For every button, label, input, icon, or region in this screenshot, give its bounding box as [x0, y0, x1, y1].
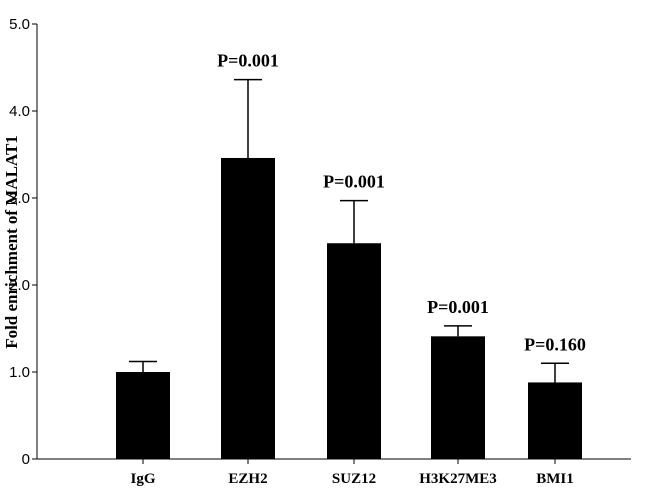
- y-tick-label: 5.0: [9, 16, 30, 33]
- bar-ezh2: [221, 157, 275, 460]
- bar-suz12: [327, 243, 381, 459]
- p-value-label-ezh2: P=0.001: [217, 51, 279, 71]
- bar-bmi1: [528, 382, 582, 459]
- x-tick-labels: IgG EZH2 SUZ12 H3K27ME3 BMI1: [130, 459, 574, 487]
- p-value-label-bmi1: P=0.160: [524, 334, 586, 354]
- y-tick-label: 3.0: [9, 190, 30, 207]
- y-tick-label: 4.0: [9, 103, 30, 120]
- x-tick-label-suz12: SUZ12: [332, 471, 376, 487]
- x-tick-label-bmi1: BMI1: [536, 471, 574, 487]
- y-ticks: 0 1.0 2.0 3.0 4.0 5.0: [9, 16, 37, 468]
- y-axis-title: Fold enrichment of MALAT1: [2, 135, 21, 349]
- p-value-label-h3k27me3: P=0.001: [427, 297, 489, 317]
- x-tick-label-ezh2: EZH2: [228, 471, 267, 487]
- bars: [116, 78, 582, 460]
- y-tick-label: 0: [22, 451, 30, 468]
- p-value-label-suz12: P=0.001: [323, 172, 385, 192]
- y-tick-label: 2.0: [9, 277, 30, 294]
- x-tick-label-h3k27me3: H3K27ME3: [419, 471, 497, 487]
- bar-h3k27me3: [431, 336, 485, 459]
- bar-igg: [116, 372, 170, 459]
- x-tick-label-igg: IgG: [130, 471, 155, 487]
- p-value-annotations: P=0.001 P=0.001 P=0.001 P=0.160: [217, 51, 586, 355]
- y-tick-label: 1.0: [9, 364, 30, 381]
